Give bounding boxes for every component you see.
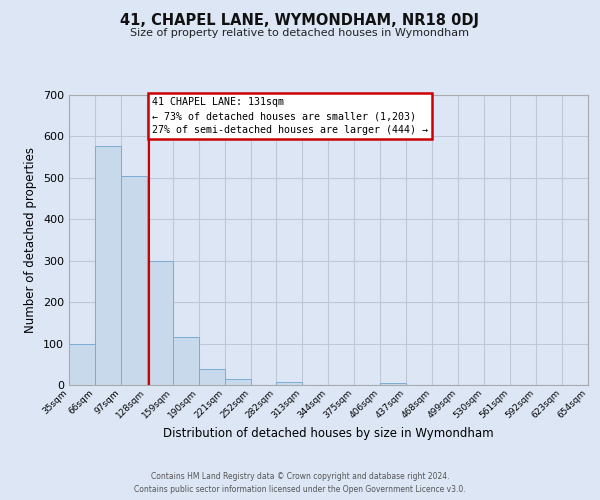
Text: 41, CHAPEL LANE, WYMONDHAM, NR18 0DJ: 41, CHAPEL LANE, WYMONDHAM, NR18 0DJ [121, 12, 479, 28]
Bar [276, 382, 302, 385]
Text: 41 CHAPEL LANE: 131sqm
← 73% of detached houses are smaller (1,203)
27% of semi-: 41 CHAPEL LANE: 131sqm ← 73% of detached… [152, 97, 428, 135]
Bar [121, 176, 147, 385]
Bar [380, 383, 406, 385]
Bar [173, 338, 199, 385]
Bar [69, 344, 95, 385]
Text: Size of property relative to detached houses in Wymondham: Size of property relative to detached ho… [131, 28, 470, 38]
Y-axis label: Number of detached properties: Number of detached properties [25, 147, 37, 333]
Text: Contains HM Land Registry data © Crown copyright and database right 2024.
Contai: Contains HM Land Registry data © Crown c… [134, 472, 466, 494]
Bar [95, 146, 121, 385]
Bar [199, 370, 225, 385]
Bar [225, 379, 251, 385]
Bar [147, 260, 173, 385]
X-axis label: Distribution of detached houses by size in Wymondham: Distribution of detached houses by size … [163, 427, 494, 440]
